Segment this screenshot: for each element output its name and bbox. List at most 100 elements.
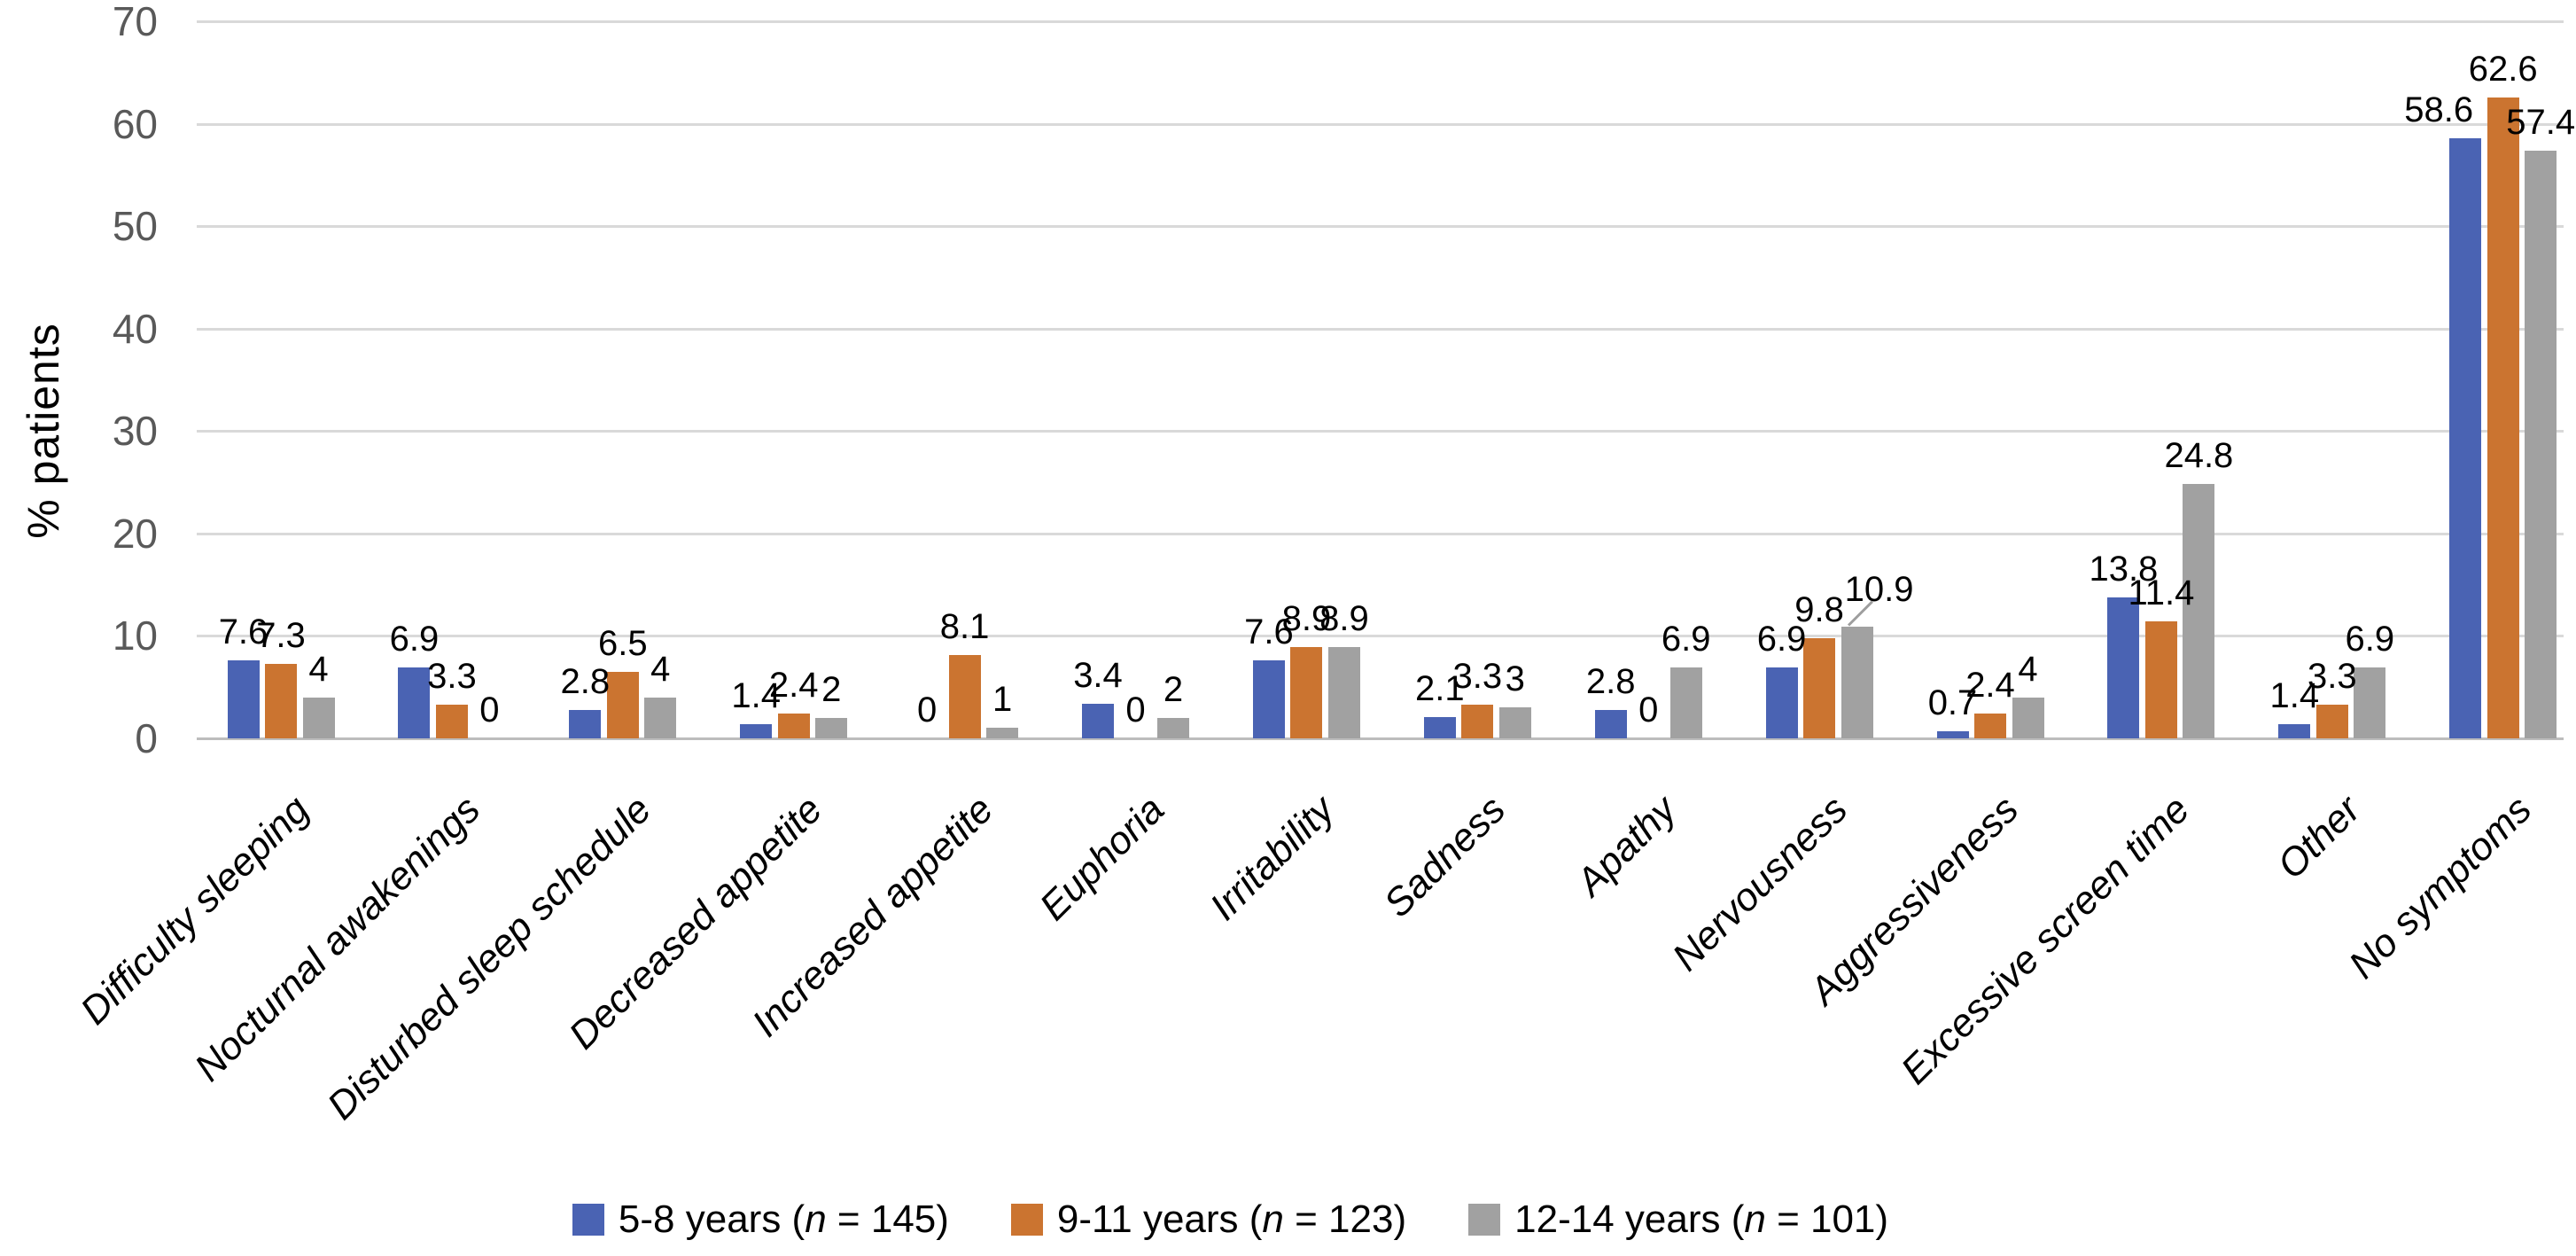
- bar: [986, 728, 1019, 738]
- bar: [1841, 627, 1873, 738]
- bar-value-label: 10.9: [1844, 570, 1914, 610]
- bar: [740, 723, 773, 738]
- y-tick-label: 30: [112, 408, 158, 455]
- bar: [1974, 714, 2006, 738]
- bar: [1461, 704, 1494, 738]
- bar-value-label: 0: [1125, 690, 1146, 729]
- bar-value-label: 11.4: [2128, 573, 2195, 613]
- bar: [1327, 647, 1360, 738]
- bar: [435, 704, 468, 738]
- bar: [2144, 621, 2177, 738]
- bar-value-label: 0.7: [1927, 683, 1978, 722]
- legend-color-swatch: [1010, 1204, 1043, 1236]
- legend: 5-8 years (n = 145) 9-11 years (n = 123) 1…: [0, 1193, 2461, 1246]
- bar-value-label: 7.3: [256, 615, 306, 655]
- bar-value-label: 6.9: [2345, 620, 2395, 659]
- bar-value-label: 2.4: [1965, 666, 2015, 706]
- bar: [302, 697, 335, 738]
- bar: [1936, 730, 1969, 738]
- bar-value-label: 6.9: [389, 620, 440, 659]
- bar-value-label: 3.4: [1073, 655, 1123, 695]
- legend-item: 5-8 years (n = 145): [572, 1197, 949, 1243]
- bar: [1082, 703, 1114, 738]
- bar-value-label: 3.3: [427, 656, 477, 696]
- bar-value-label: 7.6: [218, 612, 268, 652]
- gridline: [197, 225, 2564, 229]
- bar: [2449, 137, 2482, 738]
- bar-value-label: 57.4: [2506, 102, 2576, 142]
- bar: [1594, 709, 1627, 738]
- bar-value-label: 24.8: [2164, 436, 2234, 476]
- bar: [2487, 97, 2519, 738]
- bar-value-label: 2.8: [560, 661, 611, 701]
- y-tick-label: 50: [112, 203, 158, 250]
- bar: [2278, 723, 2311, 738]
- x-axis-line: [197, 737, 2564, 740]
- y-tick-label: 40: [112, 305, 158, 352]
- legend-label: 12-14 years (n = 101): [1514, 1197, 1889, 1241]
- bar-value-label: 4: [650, 649, 671, 689]
- bar: [606, 671, 639, 738]
- bar-value-label: 4: [2018, 649, 2038, 689]
- bar: [815, 717, 848, 738]
- gridline: [197, 635, 2564, 638]
- bar-value-label: 8.9: [1319, 599, 1369, 639]
- bar: [2012, 697, 2044, 738]
- bar: [1157, 717, 1189, 738]
- bar: [1498, 707, 1531, 738]
- bar-value-label: 8.1: [939, 607, 990, 647]
- bar: [1252, 660, 1285, 738]
- bar-value-label: 8.9: [1281, 599, 1332, 639]
- bar: [644, 697, 677, 738]
- bar-value-label: 13.8: [2089, 549, 2159, 589]
- bar: [1423, 716, 1456, 738]
- legend-label: 5-8 years (n = 145): [618, 1197, 949, 1241]
- bar: [1765, 667, 1798, 738]
- bar-value-label: 0: [1638, 690, 1659, 729]
- gridline: [197, 532, 2564, 535]
- bar: [265, 663, 297, 738]
- bar-value-label: 2.4: [768, 666, 819, 706]
- bar: [2525, 150, 2557, 738]
- bar: [398, 667, 431, 738]
- bar: [1290, 647, 1323, 738]
- bar-value-label: 3: [1505, 659, 1525, 699]
- bar-value-label: 2: [1163, 669, 1184, 709]
- bar-value-label: 1.4: [2269, 675, 2320, 715]
- bar-value-label: 4: [308, 649, 329, 689]
- gridline: [197, 122, 2564, 126]
- bar: [569, 709, 602, 738]
- bar-value-label: 6.9: [1661, 620, 1711, 659]
- bar-value-label: 58.6: [2404, 90, 2474, 129]
- legend-item: 9-11 years (n = 123): [1010, 1197, 1407, 1243]
- bar: [1803, 637, 1836, 738]
- bar: [777, 714, 810, 738]
- bar-value-label: 0: [479, 690, 500, 729]
- bar-value-label: 1: [992, 680, 1013, 720]
- bar-value-label: 7.6: [1244, 612, 1294, 652]
- legend-color-swatch: [1468, 1204, 1501, 1236]
- y-tick-label: 0: [135, 715, 158, 761]
- bar-value-label: 9.8: [1794, 589, 1844, 629]
- y-tick-label: 10: [112, 612, 158, 659]
- bar-value-label: 2.8: [1585, 661, 1636, 701]
- bar: [2183, 484, 2215, 738]
- bar-value-label: 2: [821, 669, 842, 709]
- bar-value-label: 6.9: [1756, 620, 1807, 659]
- bar: [2107, 597, 2140, 738]
- gridline: [197, 430, 2564, 433]
- legend-item: 12-14 years (n = 101): [1468, 1197, 1888, 1243]
- bar-value-label: 3.3: [2307, 656, 2357, 696]
- bar-value-label: 6.5: [597, 623, 648, 663]
- legend-color-swatch: [572, 1204, 604, 1236]
- bar-value-label: 1.4: [731, 675, 781, 715]
- bar: [1669, 667, 1702, 738]
- bar: [2354, 667, 2386, 738]
- gridline: [197, 20, 2564, 23]
- gridline: [197, 327, 2564, 331]
- bar: [227, 660, 260, 738]
- bar-value-label: 0: [916, 690, 938, 729]
- bar-value-label: 2.1: [1414, 668, 1465, 708]
- legend-label: 9-11 years (n = 123): [1056, 1197, 1407, 1241]
